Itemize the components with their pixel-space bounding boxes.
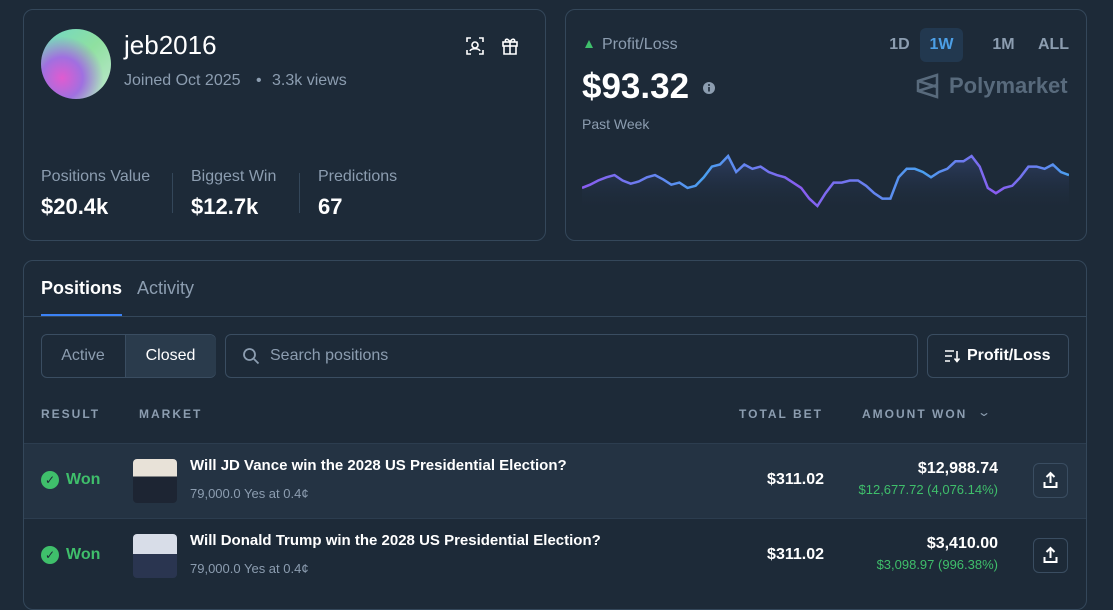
dot: • bbox=[256, 72, 262, 89]
sort-button[interactable] bbox=[927, 334, 1069, 378]
range-button[interactable]: 1W bbox=[929, 36, 954, 53]
sparkline bbox=[582, 153, 1069, 212]
page: jeb2016 Joined Oct 2025 • 3.3k views Pro… bbox=[23, 9, 1087, 610]
amount-won: $12,988.74 bbox=[917, 460, 998, 477]
share-button[interactable] bbox=[1033, 538, 1068, 573]
profit: $12,677.72 (4,076.14%) bbox=[858, 482, 999, 497]
share-icon bbox=[1043, 471, 1058, 488]
filter-button[interactable]: Closed bbox=[145, 347, 196, 364]
market-image bbox=[133, 534, 177, 578]
column-header: TOTAL BET bbox=[739, 407, 823, 421]
pnl-label: Profit/Loss bbox=[602, 36, 678, 53]
stat-divider bbox=[172, 173, 173, 213]
total-bet: $311.02 bbox=[767, 471, 824, 488]
table-row[interactable] bbox=[24, 518, 1086, 593]
brand-name: Polymarket bbox=[949, 73, 1068, 98]
table-row[interactable] bbox=[24, 443, 1086, 518]
check-icon: ✓ bbox=[41, 546, 59, 564]
share-icon bbox=[1043, 546, 1058, 563]
column-header: MARKET bbox=[139, 407, 203, 421]
profile-icons bbox=[466, 37, 518, 55]
stat-value: $20.4k bbox=[41, 194, 109, 219]
scan-icon[interactable] bbox=[466, 37, 484, 55]
sort-chevron: ⌄ bbox=[976, 405, 992, 419]
pnl-amount: $93.32 bbox=[582, 67, 690, 106]
market-detail: 79,000.0 Yes at 0.4¢ bbox=[190, 561, 309, 576]
stat-value: 67 bbox=[318, 194, 343, 219]
market-image bbox=[133, 459, 177, 503]
sort-label: Profit/Loss bbox=[967, 347, 1051, 364]
info-icon[interactable] bbox=[702, 81, 716, 95]
tab[interactable]: Activity bbox=[137, 278, 195, 298]
stat-divider bbox=[299, 173, 300, 213]
amount-won: $3,410.00 bbox=[926, 535, 998, 552]
stat-value: $12.7k bbox=[191, 194, 259, 219]
sparkline-area bbox=[582, 156, 1069, 212]
range-highlight[interactable] bbox=[920, 28, 963, 62]
total-bet: $311.02 bbox=[767, 546, 824, 563]
column-header: AMOUNT WON bbox=[862, 407, 968, 421]
username: jeb2016 bbox=[124, 30, 217, 60]
profit: $3,098.97 (996.38%) bbox=[876, 557, 998, 572]
check-icon: ✓ bbox=[41, 471, 59, 489]
tab[interactable]: Positions bbox=[41, 278, 123, 298]
share-button[interactable] bbox=[1033, 463, 1068, 498]
search-placeholder: Search positions bbox=[270, 347, 389, 364]
profile-card bbox=[23, 9, 546, 241]
result: Won bbox=[66, 546, 101, 563]
joined: Joined Oct 2025 bbox=[124, 72, 241, 89]
avatar bbox=[41, 29, 111, 99]
range-button[interactable]: ALL bbox=[1037, 36, 1070, 53]
sort-icon bbox=[945, 350, 961, 363]
up-triangle bbox=[585, 40, 593, 48]
brand-logo bbox=[916, 73, 939, 99]
market-detail: 79,000.0 Yes at 0.4¢ bbox=[190, 486, 309, 501]
range-button[interactable]: 1D bbox=[889, 36, 910, 53]
market-title: Will JD Vance win the 2028 US Presidenti… bbox=[190, 457, 567, 474]
search-box[interactable] bbox=[225, 334, 918, 378]
sparkline-line bbox=[582, 153, 1069, 208]
stat-label: Positions Value bbox=[41, 168, 151, 185]
stat-label: Biggest Win bbox=[191, 168, 277, 185]
tab-underline[interactable] bbox=[41, 314, 122, 316]
pnl-period: Past Week bbox=[582, 116, 650, 132]
column-header: RESULT bbox=[41, 407, 101, 421]
gift-icon[interactable] bbox=[502, 38, 518, 55]
views: 3.3k views bbox=[272, 72, 347, 89]
range-button[interactable]: 1M bbox=[992, 36, 1015, 53]
tab-divider bbox=[24, 316, 1086, 317]
filter-button[interactable]: Active bbox=[61, 347, 105, 364]
stat-label: Predictions bbox=[318, 168, 398, 185]
market-title: Will Donald Trump win the 2028 US Presid… bbox=[190, 532, 601, 549]
pnl-card bbox=[565, 9, 1087, 241]
search-icon bbox=[243, 348, 260, 365]
result: Won bbox=[66, 471, 101, 488]
filter-highlight[interactable] bbox=[125, 335, 216, 377]
